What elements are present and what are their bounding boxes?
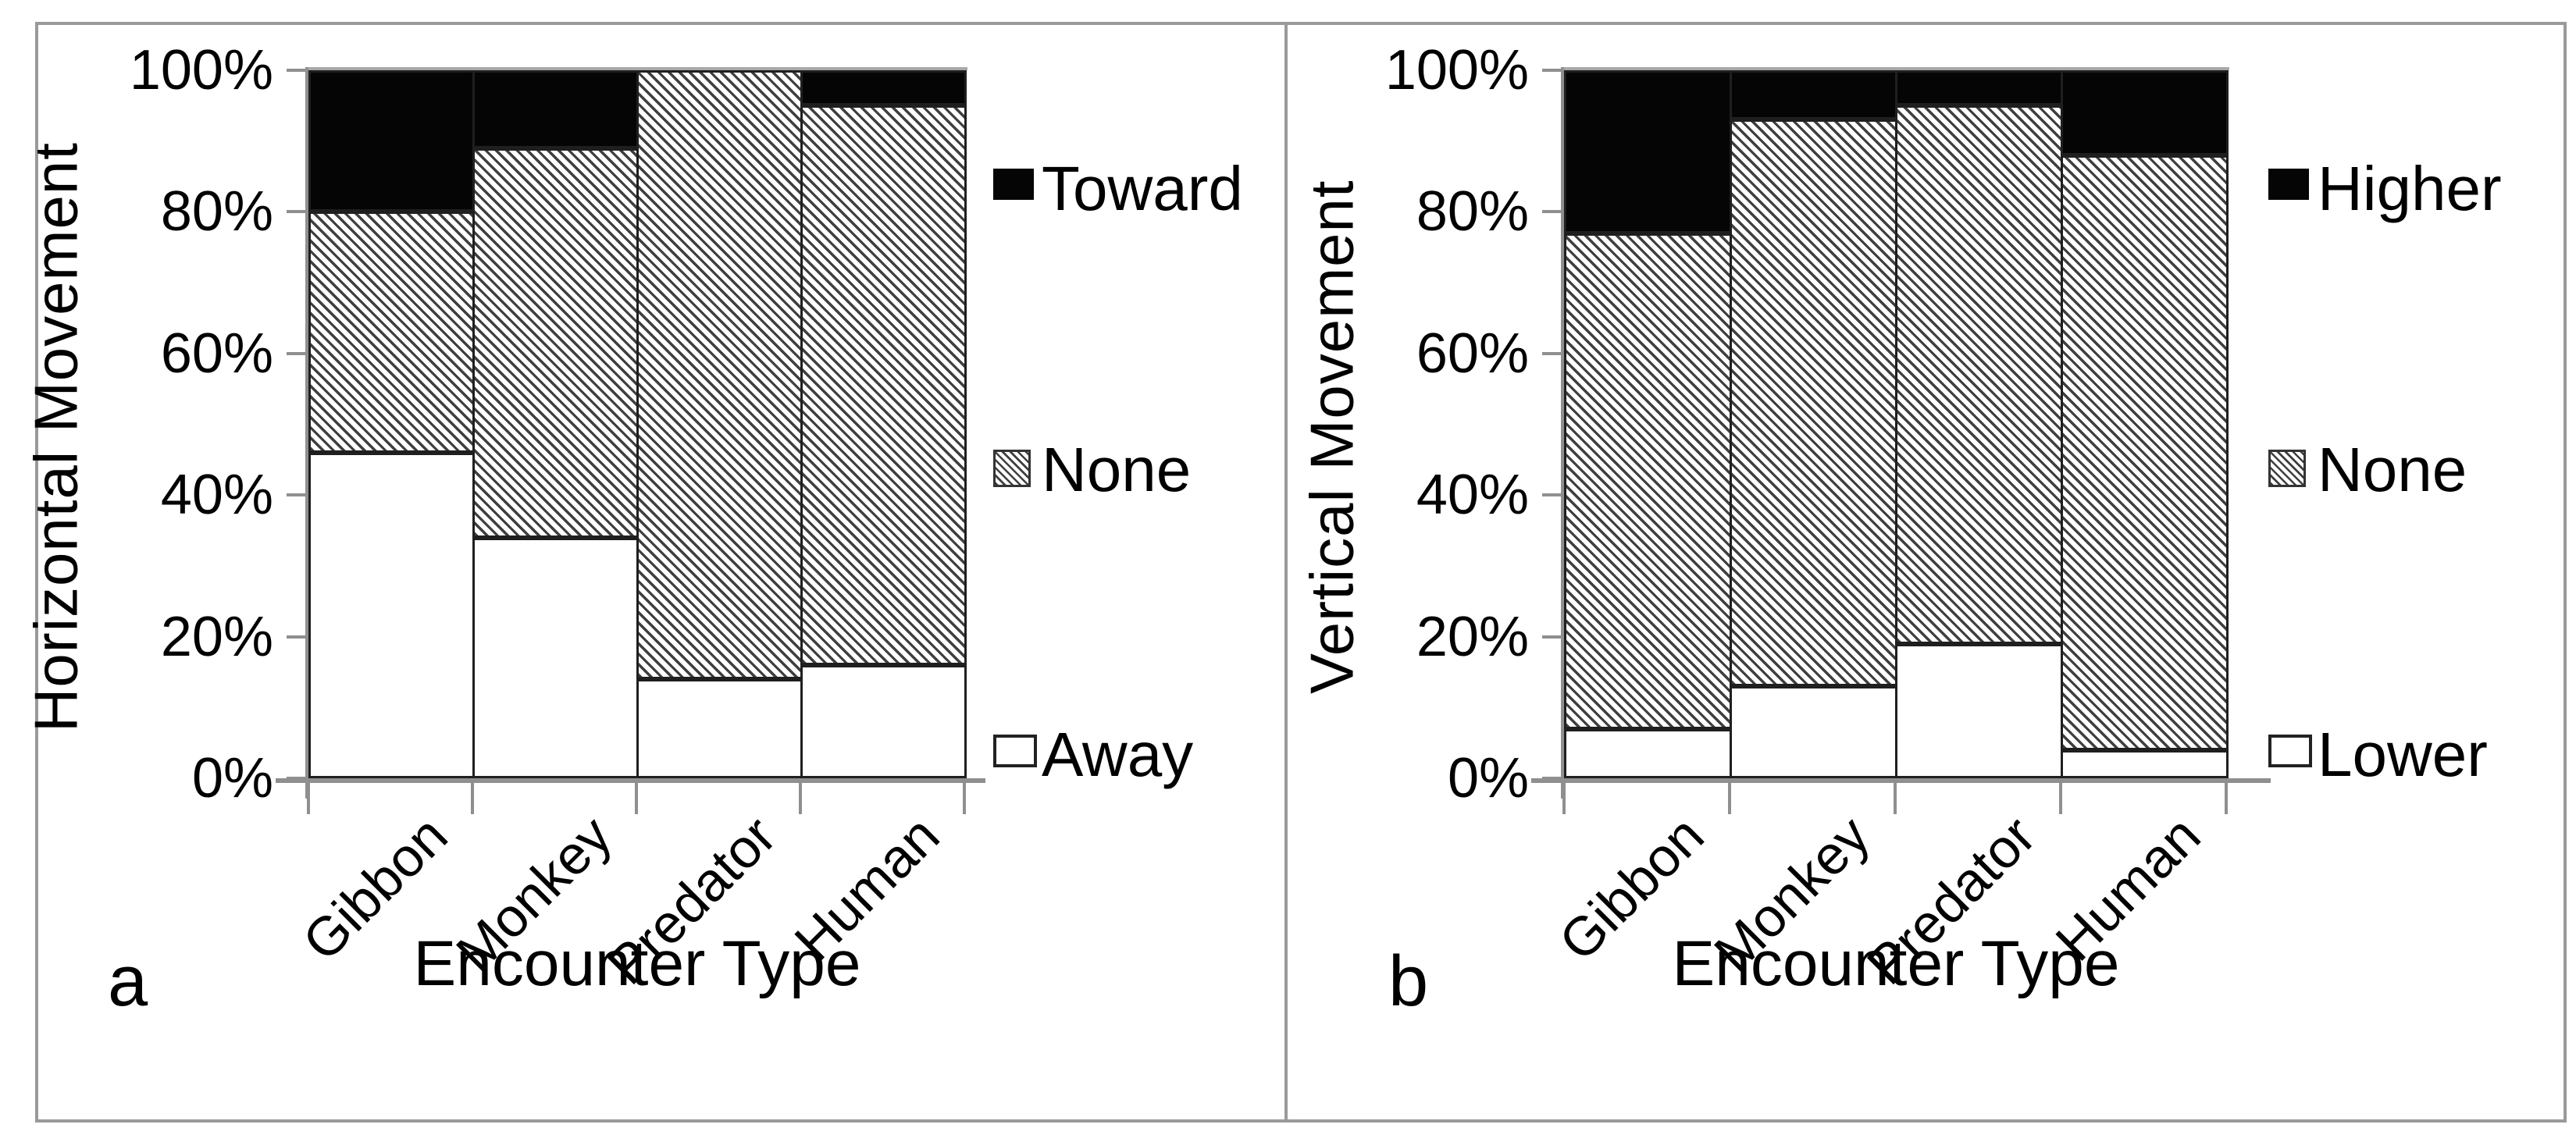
segment-higher-gibbon [1564, 70, 1732, 233]
bar-predator [1895, 70, 2063, 778]
y-tick-mark [1542, 69, 1561, 72]
y-tick-label: 40% [1416, 464, 1529, 527]
legend-swatch-toward [993, 169, 1034, 200]
segment-higher-predator [1895, 70, 2063, 106]
bar-monkey [1730, 70, 1897, 778]
plot-top-line [1564, 67, 2229, 70]
segment-lower-gibbon [1564, 728, 1732, 778]
segment-none-monkey [472, 148, 639, 538]
segment-away-gibbon [308, 452, 475, 778]
segment-lower-predator [1895, 643, 2063, 778]
y-tick-label: 0% [1447, 747, 1529, 809]
y-tick-label: 0% [191, 747, 273, 809]
y-tick-mark [287, 493, 305, 497]
bar-human [2061, 70, 2229, 778]
legend-label-away: Away [1042, 720, 1194, 789]
y-tick-mark [1542, 493, 1561, 497]
x-axis-title: Encounter Type [1672, 928, 2120, 999]
y-tick-label: 20% [160, 605, 273, 668]
segment-lower-monkey [1730, 686, 1897, 778]
legend-swatch-higher [2268, 169, 2309, 200]
legend-swatch-none [2268, 450, 2306, 487]
legend-label-none: None [1042, 435, 1192, 504]
segment-lower-human [2061, 749, 2229, 778]
x-tick-mark [1894, 778, 1897, 814]
y-tick-label: 80% [160, 180, 273, 244]
y-tick-mark [1542, 635, 1561, 639]
plot-top-line [308, 67, 967, 70]
panel-letter: a [108, 941, 148, 1021]
x-tick-mark [471, 778, 474, 814]
x-tick-mark [635, 778, 638, 814]
segment-none-predator [1895, 105, 2063, 644]
x-tick-mark [307, 778, 310, 814]
x-tick-mark [2225, 778, 2228, 814]
segment-higher-monkey [1730, 70, 1897, 120]
y-tick-mark [287, 351, 305, 355]
bar-gibbon [1564, 70, 1732, 778]
y-tick-label: 60% [160, 322, 273, 385]
legend-label-none: None [2318, 435, 2467, 504]
y-tick-mark [1542, 351, 1561, 355]
x-axis-baseline [1531, 778, 2271, 783]
segment-away-predator [636, 679, 803, 778]
x-tick-mark [1728, 778, 1731, 814]
segment-none-monkey [1730, 119, 1897, 687]
y-tick-mark [287, 777, 305, 780]
segment-higher-human [2061, 70, 2229, 155]
legend-label-higher: Higher [2318, 154, 2502, 223]
segment-toward-gibbon [308, 70, 475, 212]
segment-none-human [2061, 155, 2229, 750]
y-tick-label: 40% [160, 464, 273, 527]
y-tick-label: 60% [1416, 322, 1529, 385]
segment-toward-monkey [472, 70, 639, 148]
y-axis-line [305, 67, 309, 799]
legend-label-toward: Toward [1042, 154, 1243, 223]
segment-toward-human [800, 70, 967, 106]
y-tick-mark [287, 69, 305, 72]
y-tick-mark [1542, 210, 1561, 214]
panel-letter: b [1388, 941, 1429, 1021]
bar-gibbon [308, 70, 475, 778]
legend-label-lower: Lower [2318, 720, 2488, 789]
y-tick-mark [1542, 777, 1561, 780]
x-axis-title: Encounter Type [413, 928, 861, 999]
x-axis-baseline [276, 778, 985, 783]
y-tick-label: 20% [1416, 605, 1529, 668]
legend-swatch-none [993, 450, 1031, 487]
segment-away-human [800, 664, 967, 778]
y-axis-line [1561, 67, 1565, 799]
x-tick-mark [799, 778, 802, 814]
segment-away-monkey [472, 537, 639, 778]
y-tick-label: 100% [1384, 39, 1529, 101]
legend-swatch-away [993, 735, 1037, 767]
x-tick-mark [1562, 778, 1566, 814]
y-tick-label: 80% [1416, 180, 1529, 244]
bar-human [800, 70, 967, 778]
panel-divider-line [1284, 22, 1288, 1123]
x-tick-mark [963, 778, 966, 814]
segment-none-human [800, 105, 967, 665]
y-tick-mark [287, 210, 305, 214]
x-tick-mark [2059, 778, 2062, 814]
segment-none-gibbon [1564, 233, 1732, 729]
figure-border [35, 22, 2567, 1123]
bar-predator [636, 70, 803, 778]
y-tick-mark [287, 635, 305, 639]
segment-none-gibbon [308, 212, 475, 453]
legend-swatch-lower [2268, 735, 2312, 767]
y-tick-label: 100% [129, 39, 273, 101]
segment-none-predator [636, 70, 803, 680]
bar-monkey [472, 70, 639, 778]
